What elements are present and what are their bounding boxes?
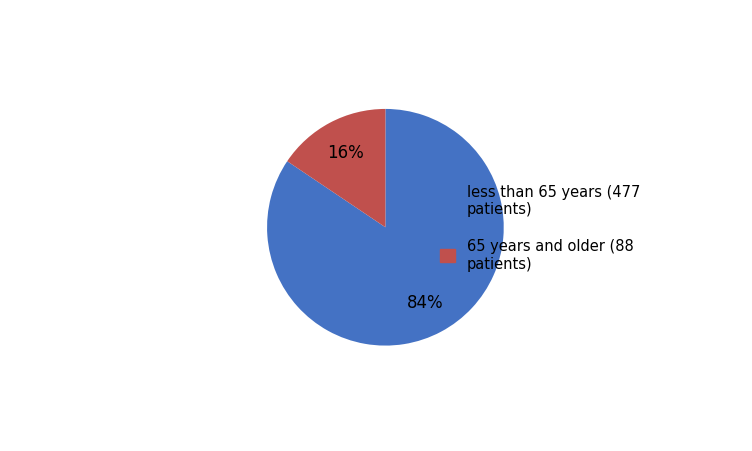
Text: 84%: 84%: [407, 294, 444, 312]
Wedge shape: [267, 110, 504, 346]
Legend: less than 65 years (477
patients), 65 years and older (88
patients): less than 65 years (477 patients), 65 ye…: [435, 179, 646, 277]
Text: 16%: 16%: [327, 144, 364, 162]
Wedge shape: [287, 110, 386, 228]
